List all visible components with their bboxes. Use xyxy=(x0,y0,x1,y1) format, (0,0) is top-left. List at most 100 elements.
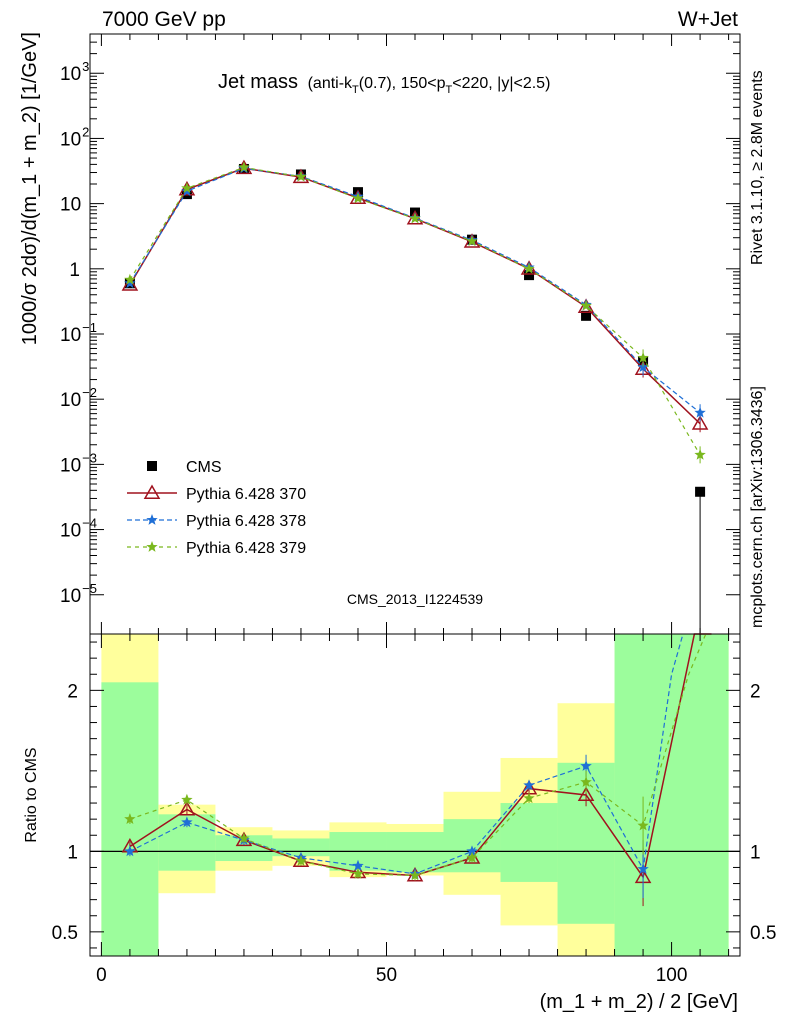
energy-label: 7000 GeV pp xyxy=(102,8,226,31)
ratio-band-green xyxy=(386,832,444,873)
ratio-point xyxy=(238,832,250,844)
upper-ticks: 10−5 10−4 10−3 10−2 10−1 1 10 102 103 xyxy=(60,33,740,634)
upper-y-tick-label: 10−1 xyxy=(60,320,97,346)
upper-point xyxy=(577,298,595,313)
ratio-point xyxy=(466,845,478,857)
ratio-point xyxy=(124,813,136,824)
lower-y-tick-label-right: 2 xyxy=(750,681,761,702)
ratio-band-green xyxy=(500,803,558,882)
legend-marker xyxy=(146,514,158,525)
upper-point xyxy=(352,192,364,204)
ratio-band-green xyxy=(614,634,729,956)
ratio-series-line xyxy=(129,633,712,879)
title-sub-t: T xyxy=(352,84,359,96)
title-rest: (0.7), 150<p xyxy=(359,75,446,92)
ratio-series-2 xyxy=(124,633,707,881)
upper-point xyxy=(637,361,649,372)
upper-panel: 10−5 10−4 10−3 10−2 10−1 1 10 102 103 Jet mass (… xyxy=(19,32,741,635)
upper-point xyxy=(524,270,535,281)
upper-point xyxy=(637,351,649,363)
upper-point xyxy=(181,182,193,194)
ratio-point xyxy=(124,845,136,857)
lower-ticks: 0.5 0.5 1 1 2 2 0 50 100 xyxy=(52,634,776,986)
upper-point xyxy=(694,448,706,460)
chart-title: Jet mass (anti-kT(0.7), 150<pT<220, |y|<… xyxy=(218,71,550,96)
upper-series-line xyxy=(129,167,701,414)
title-main: Jet mass xyxy=(218,71,298,93)
title-sub-t2: T xyxy=(446,84,453,96)
x-tick-label: 0 xyxy=(96,965,107,986)
lower-y-tick-label-right: 1 xyxy=(750,842,761,863)
ratio-point xyxy=(352,867,364,879)
lower-y-tick-label-left: 0.5 xyxy=(52,923,78,944)
ratio-point xyxy=(178,800,196,816)
lower-panel: 0.5 0.5 1 1 2 2 0 50 100 Ratio to CMS (m_1 + m_2… xyxy=(23,633,776,1013)
ratio-point xyxy=(466,851,478,863)
legend-label: Pythia 6.428 370 xyxy=(186,486,306,503)
ratio-point xyxy=(352,859,364,871)
upper-series-2 xyxy=(124,162,706,422)
upper-point xyxy=(121,276,139,291)
legend-item-1: Pythia 6.428 370 xyxy=(127,484,306,503)
upper-point xyxy=(523,262,535,274)
title-detail: (anti-k xyxy=(308,75,353,92)
upper-point xyxy=(238,161,250,173)
upper-y-tick-label: 102 xyxy=(60,124,89,150)
lower-y-tick-label-right: 0.5 xyxy=(750,923,776,944)
upper-point xyxy=(466,235,478,247)
lower-bands xyxy=(90,634,740,956)
upper-point xyxy=(409,212,421,224)
legend-item-0: CMS xyxy=(147,459,222,476)
legend-item-2: Pythia 6.428 378 xyxy=(127,513,306,530)
rivet-label: Rivet 3.1.10, ≥ 2.8M events xyxy=(749,70,766,265)
lower-y-axis-label: Ratio to CMS xyxy=(23,747,40,842)
x-tick-label: 50 xyxy=(376,965,397,986)
lower-marks xyxy=(121,633,712,907)
upper-point xyxy=(694,406,706,418)
legend-marker xyxy=(147,461,157,471)
x-tick-label: 100 xyxy=(656,965,688,986)
legend-item-3: Pythia 6.428 379 xyxy=(127,540,306,557)
ratio-point xyxy=(181,793,193,805)
lower-y-tick-label-left: 1 xyxy=(67,842,78,863)
upper-y-tick-label: 10 xyxy=(60,195,81,216)
upper-point xyxy=(124,277,136,289)
ratio-point xyxy=(523,779,535,791)
ratio-point xyxy=(580,760,592,771)
upper-y-tick-label: 10−5 xyxy=(60,581,97,607)
legend: CMS Pythia 6.428 370 Pythia 6.428 378 Pythi… xyxy=(127,459,306,557)
upper-series-1 xyxy=(121,159,709,433)
upper-series-3 xyxy=(124,161,706,464)
upper-y-tick-label: 1 xyxy=(69,260,80,281)
upper-point xyxy=(691,415,709,430)
upper-y-tick-label: 10−4 xyxy=(60,516,97,542)
legend-marker xyxy=(146,541,158,552)
legend-label: CMS xyxy=(186,459,222,476)
upper-y-tick-label: 10−3 xyxy=(60,450,97,476)
upper-point xyxy=(124,273,136,285)
ratio-point xyxy=(409,869,421,881)
ratio-point xyxy=(577,786,595,801)
upper-point xyxy=(295,170,307,182)
x-axis-label: (m_1 + m_2) / 2 [GeV] xyxy=(540,991,738,1013)
ratio-point xyxy=(181,816,193,828)
upper-y-tick-label: 103 xyxy=(60,59,89,85)
upper-point xyxy=(695,486,706,497)
upper-y-tick-label: 10−2 xyxy=(60,385,97,411)
ratio-point xyxy=(295,855,307,866)
upper-series-0 xyxy=(124,163,706,634)
legend-label: Pythia 6.428 379 xyxy=(186,540,306,557)
lower-y-tick-label-left: 2 xyxy=(67,681,78,702)
analysis-label: CMS_2013_I1224539 xyxy=(347,591,483,607)
ratio-point xyxy=(523,792,535,804)
upper-point xyxy=(581,310,592,321)
upper-series-line xyxy=(129,167,701,425)
mcplots-label: mcplots.cern.ch [arXiv:1306.3436] xyxy=(749,386,766,628)
upper-y-axis-label: 1000/σ 2dσ)/d(m_1 + m_2) [1/GeV] xyxy=(19,32,41,345)
title-end: <220, |y|<2.5) xyxy=(452,75,550,92)
ratio-point xyxy=(637,863,649,874)
upper-point xyxy=(580,299,592,311)
legend-marker xyxy=(143,484,161,499)
upper-point xyxy=(178,180,196,196)
